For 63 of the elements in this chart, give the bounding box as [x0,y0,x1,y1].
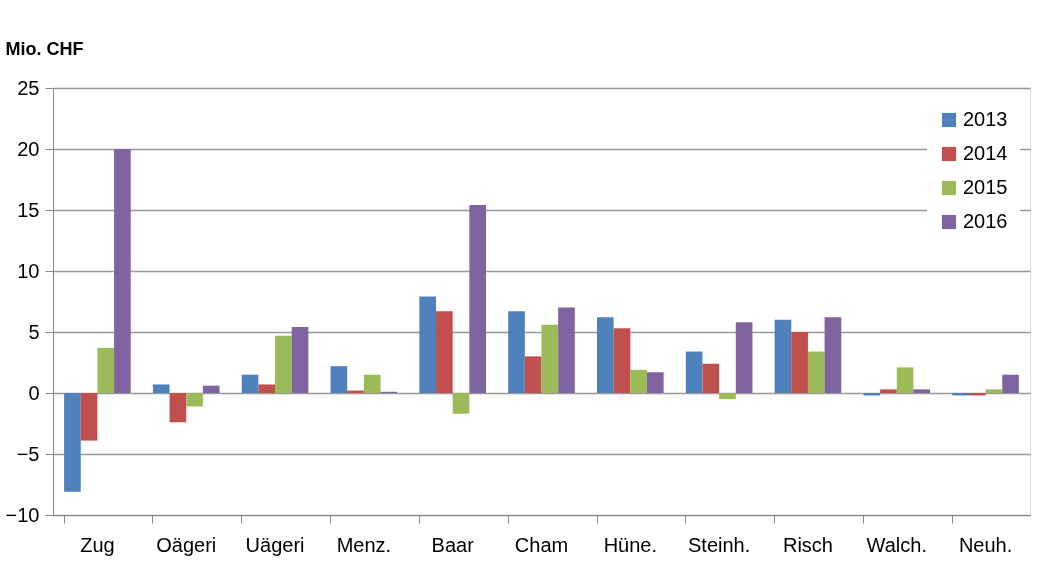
bar [791,332,808,393]
bar [275,335,292,393]
x-tick-label: Walch. [866,533,927,556]
bar [202,385,220,393]
y-tick-label: −10 [5,503,40,526]
bar [913,389,931,393]
bar [508,311,525,393]
bar [1002,374,1019,393]
bar [114,149,131,393]
bar [419,296,437,393]
bar [469,205,486,393]
bar [597,317,614,393]
bar [824,317,842,393]
bar [685,351,703,393]
bar [880,389,897,393]
bar [330,366,348,393]
bar [152,384,170,393]
legend-label: 2016 [963,210,1008,232]
legend-label: 2013 [963,108,1008,130]
bar [719,393,736,400]
bar [896,367,914,393]
bar [541,324,559,393]
bar [558,307,575,393]
bar [807,351,825,393]
bar [169,393,187,423]
bar [291,327,309,393]
bar [452,393,470,414]
y-tick-label: 5 [28,320,40,343]
bar [186,393,203,407]
bar [436,311,453,393]
bar [646,372,664,393]
bar [613,328,631,393]
bar [64,393,81,492]
bar [97,347,115,393]
bar [774,319,792,393]
y-axis-title: Mio. CHF [5,38,84,59]
x-tick-label: Risch [782,533,833,556]
bar [80,393,98,441]
bar [702,363,720,393]
x-tick-label: Uägeri [245,533,305,556]
legend-label: 2015 [963,176,1008,198]
bar [630,369,647,393]
y-tick-label: 25 [17,76,40,99]
bar [258,384,276,393]
x-tick-label: Oägeri [156,533,217,556]
x-tick-label: Menz. [336,533,392,556]
x-tick-label: Zug [80,533,115,556]
x-tick-label: Hüne. [603,533,658,556]
legend-label: 2014 [963,142,1008,164]
y-tick-label: 20 [17,137,40,160]
bar [241,374,259,393]
x-tick-label: Steinh. [688,533,751,556]
x-tick-label: Cham [514,533,569,556]
x-tick-label: Baar [431,533,475,556]
y-tick-label: −5 [16,442,40,465]
y-tick-label: 15 [17,198,40,221]
bar [363,374,381,393]
y-tick-label: 0 [28,381,40,404]
x-tick-label: Neuh. [958,533,1013,556]
y-tick-label: 10 [17,259,40,282]
bar [735,322,753,393]
bar [985,389,1003,393]
bar [524,356,542,393]
